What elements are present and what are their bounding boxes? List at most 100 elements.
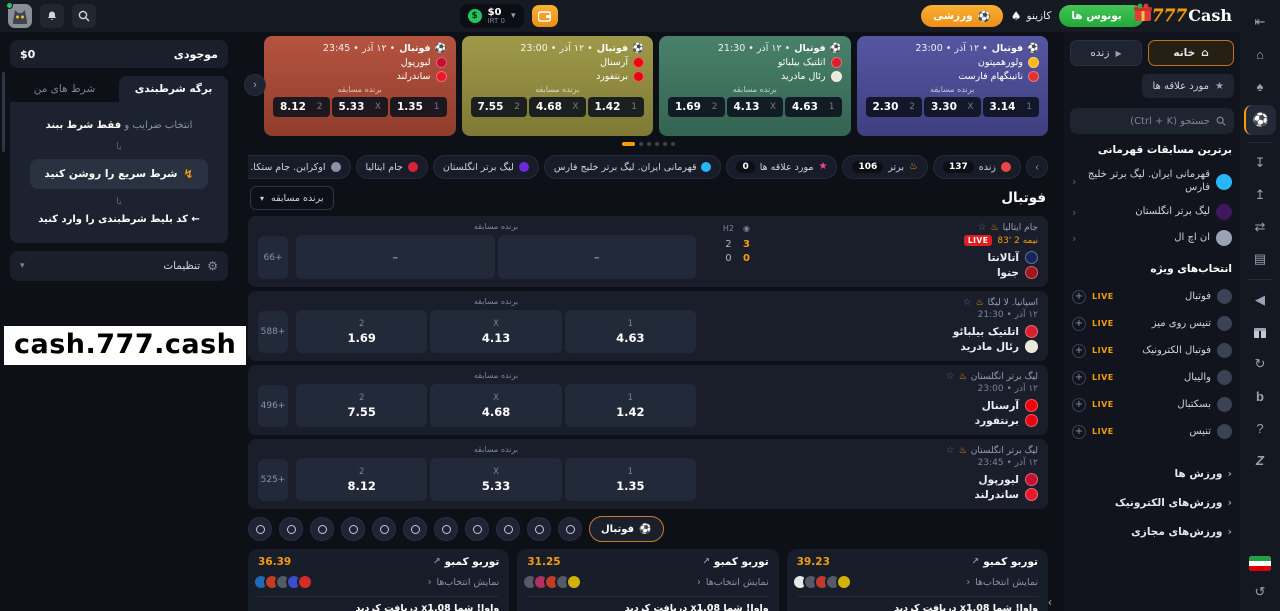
more-markets-button[interactable]: 496+ — [258, 385, 288, 427]
odds-button-suspended[interactable]: – — [497, 235, 696, 279]
odds-button[interactable]: 2 2.30 — [865, 97, 922, 117]
sport-icon-athletics[interactable] — [310, 517, 334, 541]
odds-button[interactable]: 1 3.14 — [982, 97, 1039, 117]
odds-button[interactable]: X 4.13 — [430, 310, 562, 353]
sport-icon-boxing[interactable] — [558, 517, 582, 541]
plus-icon[interactable]: + — [1072, 424, 1086, 439]
scrollbar[interactable] — [2, 72, 5, 152]
odds-button[interactable]: X 5.33 — [430, 458, 562, 501]
bonuses-button[interactable]: بونوس ها — [1059, 3, 1152, 27]
rail-partner-button[interactable]: Z — [1244, 447, 1276, 473]
sidebar-live-sport-item[interactable]: تنیس روی میز LIVE + — [1070, 310, 1234, 337]
casino-link[interactable]: کازینو ♠ — [1010, 9, 1052, 23]
show-selections-toggle[interactable]: نمایش انتخاب‌ها ‹ — [791, 574, 1038, 597]
plus-icon[interactable]: + — [1072, 289, 1086, 304]
language-flag-button[interactable] — [1249, 556, 1271, 571]
odds-button[interactable]: X 4.68 — [430, 384, 562, 427]
odds-button[interactable]: 1 1.35 — [390, 97, 447, 117]
rail-bonuses-button[interactable] — [1244, 319, 1276, 345]
rail-promotions-button[interactable]: ◀ — [1244, 287, 1276, 313]
chip-favorites[interactable]: ★ مورد علاقه ها 0 — [726, 155, 838, 179]
plus-icon[interactable]: + — [1072, 370, 1086, 385]
chip-league[interactable]: لیگ برتر انگلستان — [432, 155, 539, 179]
sidebar-link-esports[interactable]: ‹ ورزش‌های الکترونیک — [1114, 496, 1232, 509]
chip-league[interactable]: اوکراین. جام ستکا. مردان — [248, 155, 351, 179]
settings-row[interactable]: ⚙ تنظیمات ▾ — [10, 251, 228, 281]
tab-betslip[interactable]: برگه شرطبندی — [119, 76, 228, 102]
sidebar-home-button[interactable]: ⌂ خانه — [1148, 40, 1234, 66]
featured-match-card[interactable]: ⚽ فوتبال • ۱۲ آذر • 21:30 اتلتیک بیلبائو ر… — [659, 36, 851, 136]
chip-live[interactable]: زنده 137 — [933, 155, 1021, 179]
sidebar-link-sports[interactable]: ‹ ورزش ها — [1174, 467, 1232, 480]
show-selections-toggle[interactable]: نمایش انتخاب‌ها ‹ — [253, 574, 500, 597]
sidebar-league-item[interactable]: قهرمانی ایران. لیگ برتر خلیج فارس ‹ — [1070, 164, 1234, 199]
match-row[interactable]: اسپانیا. لا لیگا ♨ ☆ ۱۲ آذر • 21:30 اتلتیک… — [248, 291, 1048, 361]
odds-button-suspended[interactable]: – — [296, 235, 495, 279]
sports-button[interactable]: ⚽ ورزشی — [921, 5, 1003, 27]
rail-sports-button[interactable]: ⚽ — [1244, 105, 1276, 135]
sidebar-link-virtual-sports[interactable]: ‹ ورزش‌های مجازی — [1131, 525, 1232, 538]
plus-icon[interactable]: + — [1072, 397, 1086, 412]
sport-icon-handball[interactable] — [527, 517, 551, 541]
featured-match-card[interactable]: ⚽ فوتبال • ۱۲ آذر • 23:00 آرسنال برنتفورد … — [461, 36, 653, 136]
odds-button[interactable]: 2 1.69 — [296, 310, 428, 353]
odds-button[interactable]: 1 4.63 — [564, 310, 696, 353]
sidebar-live-button[interactable]: ▶ زنده — [1070, 40, 1142, 66]
odds-button[interactable]: X 4.13 — [726, 97, 783, 117]
rail-transactions-button[interactable]: ⇄ — [1244, 214, 1276, 240]
user-avatar[interactable] — [5, 2, 32, 28]
turbo-combo-card[interactable]: توربو کمبو ↗ 39.23 نمایش انتخاب‌ها ‹ واوا… — [786, 549, 1048, 611]
carousel-dots[interactable] — [248, 138, 1048, 150]
sidebar-live-sport-item[interactable]: فوتبال الکترونیک LIVE + — [1070, 337, 1234, 364]
rail-casino-button[interactable]: ♠ — [1244, 73, 1276, 99]
sidebar-live-sport-item[interactable]: تنیس LIVE + — [1070, 418, 1234, 445]
chip-league[interactable]: جام ایتالیا — [355, 155, 428, 179]
wallet-button[interactable] — [531, 5, 558, 27]
chip-top[interactable]: ♨ برتر 106 — [842, 155, 928, 179]
sport-icon-basketball[interactable] — [465, 517, 489, 541]
match-row-live[interactable]: جام ایتالیا ♨ ☆ نیمه 2 '83 LIVE آتالانتا جن… — [248, 216, 1048, 287]
plus-icon[interactable]: + — [1072, 316, 1086, 331]
odds-button[interactable]: 1 1.35 — [564, 458, 696, 501]
rail-deposit-button[interactable]: ↧ — [1244, 150, 1276, 176]
search-button[interactable] — [71, 4, 96, 28]
favorite-star-icon[interactable]: ☆ — [962, 297, 972, 308]
favorite-star-icon[interactable]: ☆ — [977, 222, 987, 233]
favorite-star-icon[interactable]: ☆ — [945, 371, 955, 382]
rail-cashback-button[interactable]: ↻ — [1244, 351, 1276, 377]
sport-icon-table-tennis[interactable] — [248, 517, 272, 541]
match-row[interactable]: لیگ برتر انگلستان ♨ ☆ ۱۲ آذر • 23:45 لیورپ… — [248, 439, 1048, 509]
turbo-combo-card[interactable]: توربو کمبو ↗ 36.39 نمایش انتخاب‌ها ‹ واوا… — [248, 549, 510, 611]
carousel-prev-button[interactable]: ‹ — [244, 74, 266, 96]
sidebar-live-sport-item[interactable]: بسکتبال LIVE + — [1070, 391, 1234, 418]
tab-my-bets[interactable]: شرط های من — [10, 76, 119, 102]
rail-help-button[interactable]: ? — [1244, 415, 1276, 441]
odds-button[interactable]: 2 8.12 — [296, 458, 428, 501]
quick-bet-button[interactable]: ↯ شرط سریع را روشن کنید — [30, 159, 208, 189]
more-markets-button[interactable]: 525+ — [258, 459, 288, 501]
match-row[interactable]: لیگ برتر انگلستان ♨ ☆ ۱۲ آذر • 23:00 آرسنا… — [248, 365, 1048, 435]
market-filter-dropdown[interactable]: برنده مسابقه ▾ — [250, 186, 334, 210]
rail-support-button[interactable]: b — [1244, 383, 1276, 409]
sport-icon-rugby[interactable] — [279, 517, 303, 541]
chip-league[interactable]: قهرمانی ایران. لیگ برتر خلیج فارس — [543, 155, 722, 179]
sidebar-live-sport-item[interactable]: والیبال LIVE + — [1070, 364, 1234, 391]
sport-icon-volleyball[interactable] — [496, 517, 520, 541]
sport-icon-esports[interactable] — [372, 517, 396, 541]
dot-active[interactable] — [621, 142, 635, 146]
odds-button[interactable]: 1 1.42 — [587, 97, 644, 117]
featured-match-card[interactable]: ⚽ فوتبال • ۱۲ آذر • 23:00 ولورهمپتون ناتین… — [856, 36, 1048, 136]
odds-button[interactable]: 2 1.69 — [668, 97, 725, 117]
sidebar-league-item[interactable]: ان اچ ال ‹ — [1070, 225, 1234, 251]
sport-icon-tennis[interactable] — [403, 517, 427, 541]
rail-refresh-button[interactable]: ↺ — [1244, 579, 1276, 605]
odds-button[interactable]: 2 8.12 — [273, 97, 330, 117]
enter-ticket-code-link[interactable]: ← کد بلیط شرطبندی را وارد کنید — [38, 214, 200, 225]
sidebar-live-sport-item[interactable]: فوتبال LIVE + — [1070, 283, 1234, 310]
sport-tab-football-selected[interactable]: ⚽ فوتبال — [589, 516, 664, 542]
odds-button[interactable]: 2 7.55 — [296, 384, 428, 427]
brand-logo[interactable]: 777 Cash — [1152, 6, 1232, 26]
turbo-next-button[interactable]: › — [1048, 595, 1052, 609]
notifications-button[interactable] — [39, 4, 64, 28]
more-markets-button[interactable]: 66+ — [258, 236, 288, 279]
